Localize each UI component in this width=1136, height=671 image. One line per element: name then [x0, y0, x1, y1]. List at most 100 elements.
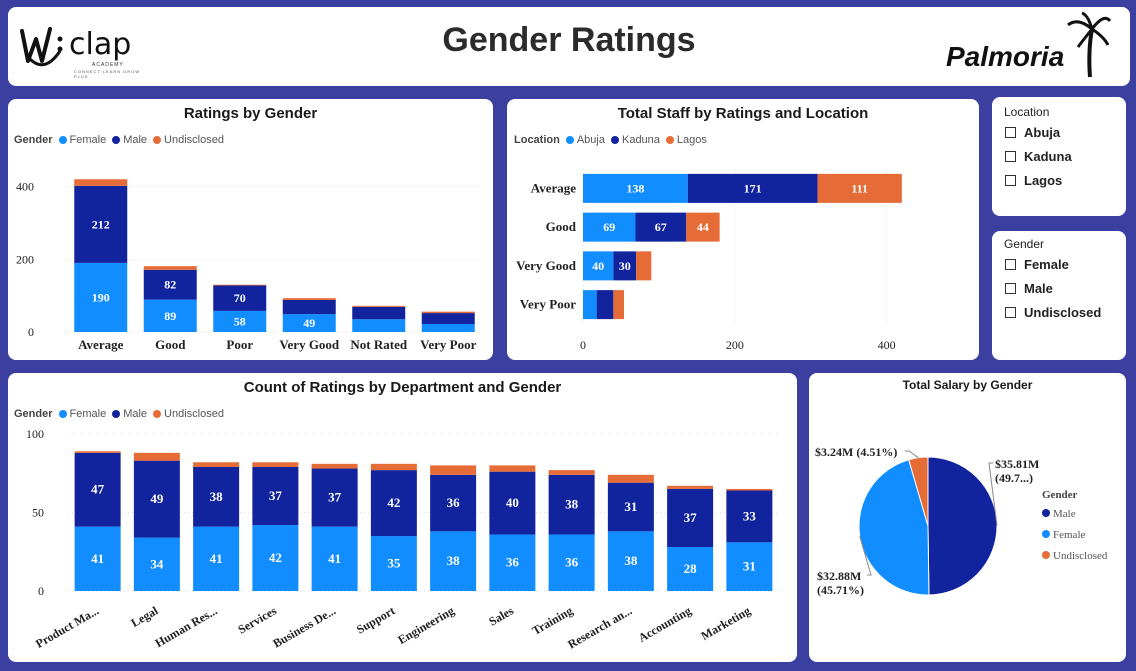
slicer-option-female[interactable]: Female: [1005, 257, 1069, 272]
data-label: 138: [626, 181, 644, 195]
data-label: $3.24M (4.51%): [815, 445, 897, 459]
x-tick-label: Not Rated: [350, 337, 407, 352]
legend-item-undisclosed: Undisclosed: [1053, 550, 1108, 562]
x-tick-label: Sales: [486, 603, 516, 628]
bar-male: [143, 269, 197, 300]
gender-legend: Gender Female Male Undisclosed: [14, 408, 230, 420]
staff-by-location-title: Total Staff by Ratings and Location: [617, 105, 869, 122]
bar-undisclosed: [548, 470, 595, 475]
checkbox[interactable]: [1005, 283, 1016, 294]
slicer-option-lagos[interactable]: Lagos: [1005, 173, 1062, 188]
staff-by-location-chart: 0 200 400 138 171 111 Average 69 67 44 Good 40 30 Ver…: [516, 169, 902, 352]
bar-undisclosed: [726, 488, 773, 491]
bar-female: [489, 534, 536, 591]
y-tick-label: Very Poor: [520, 297, 576, 312]
bar-male: [607, 482, 654, 532]
bar-female: [74, 262, 128, 332]
bar-kaduna: [613, 251, 637, 281]
data-label: 82: [164, 278, 176, 292]
gender-slicer-title: Gender: [1004, 237, 1045, 251]
location-slicer: Location Abuja Kaduna Lagos: [992, 97, 1126, 216]
bar-female: [352, 319, 406, 332]
legend-marker-male: [1042, 509, 1050, 517]
salary-by-gender-card: Total Salary by Gender $35.81M (49.7...) $…: [809, 373, 1126, 662]
data-label: 42: [269, 550, 282, 565]
data-label: (49.7...): [995, 471, 1033, 485]
checkbox[interactable]: [1005, 307, 1016, 318]
data-label: 89: [164, 309, 176, 323]
legend-item-male[interactable]: Male: [112, 408, 147, 420]
data-label: $32.88M: [817, 569, 861, 583]
data-label: 38: [447, 553, 461, 568]
data-label: 37: [269, 488, 283, 503]
x-tick-label: 200: [726, 338, 744, 352]
ratings-by-department-chart: 0 50 100 41 47 Product Ma... 34 49 Legal 41 38 Huma…: [26, 427, 779, 651]
checkbox[interactable]: [1005, 175, 1016, 186]
legend-item-female[interactable]: Female: [58, 134, 106, 146]
bar-undisclosed: [489, 465, 536, 472]
bar-male: [193, 466, 240, 527]
legend-item-male[interactable]: Male: [112, 134, 147, 146]
data-label: 41: [210, 551, 223, 566]
y-tick-label: 50: [32, 506, 44, 520]
slicer-option-undisclosed[interactable]: Undisclosed: [1005, 305, 1101, 320]
slicer-option-male[interactable]: Male: [1005, 281, 1053, 296]
y-tick-label: Very Good: [516, 258, 577, 273]
ratings-by-gender-title: Ratings by Gender: [183, 105, 318, 122]
bar-undisclosed: [430, 465, 477, 475]
legend-item-undisclosed[interactable]: Undisclosed: [153, 134, 224, 146]
legend-item-kaduna[interactable]: Kaduna: [610, 134, 660, 146]
bar-undisclosed: [607, 474, 654, 483]
bar-undisclosed: [667, 485, 714, 489]
slicer-option-kaduna[interactable]: Kaduna: [1005, 149, 1072, 164]
bar-female: [193, 526, 240, 591]
x-tick-label: Human Res...: [153, 603, 220, 650]
legend-title: Gender: [14, 134, 53, 146]
y-tick-label: 200: [16, 252, 34, 266]
bar-lagos: [613, 290, 624, 320]
x-tick-label: Legal: [129, 603, 161, 630]
y-tick-label: 0: [28, 325, 34, 339]
y-tick-label: 400: [16, 180, 34, 194]
data-label: 190: [92, 290, 110, 304]
legend-marker-undisclosed: [1042, 551, 1050, 559]
checkbox[interactable]: [1005, 259, 1016, 270]
checkbox[interactable]: [1005, 127, 1016, 138]
data-label: 42: [387, 495, 400, 510]
bar-female: [667, 547, 714, 591]
bar-lagos: [636, 251, 652, 281]
data-label: 67: [655, 220, 667, 234]
bar-female: [430, 531, 477, 591]
x-tick-label: Research an...: [565, 603, 634, 651]
bar-kaduna: [687, 173, 818, 203]
data-label: 40: [592, 259, 604, 273]
x-tick-label: Very Good: [279, 337, 340, 352]
legend-item-undisclosed[interactable]: Undisclosed: [153, 408, 224, 420]
ratings-by-department-card: Count of Ratings by Department and Gende…: [8, 373, 797, 662]
bar-undisclosed: [252, 462, 299, 467]
bar-male: [133, 460, 180, 538]
location-slicer-title: Location: [1004, 105, 1050, 119]
checkbox[interactable]: [1005, 151, 1016, 162]
bar-lagos: [686, 212, 720, 242]
bar-undisclosed: [282, 298, 336, 300]
data-label: 49: [303, 316, 315, 330]
data-label: 34: [150, 556, 164, 571]
palmoria-logo-text: Palmoria: [946, 41, 1065, 72]
legend-item-abuja[interactable]: Abuja: [565, 134, 605, 146]
slicer-option-abuja[interactable]: Abuja: [1005, 125, 1060, 140]
ratings-by-gender-card: Ratings by Gender Gender Female Male Und…: [8, 99, 493, 360]
legend-title: Location: [514, 134, 560, 146]
gender-slicer: Gender Female Male Undisclosed: [992, 231, 1126, 360]
bar-undisclosed: [370, 463, 417, 471]
y-tick-label: Average: [531, 180, 576, 195]
legend-title: Gender: [14, 408, 53, 420]
x-tick-label: Support: [354, 603, 397, 636]
leader-line: [859, 536, 872, 576]
bar-undisclosed: [74, 451, 121, 453]
bar-female: [213, 310, 267, 332]
data-label: 212: [92, 217, 110, 231]
legend-item-female[interactable]: Female: [58, 408, 106, 420]
legend-item-lagos[interactable]: Lagos: [665, 134, 707, 146]
bar-abuja: [583, 212, 636, 242]
